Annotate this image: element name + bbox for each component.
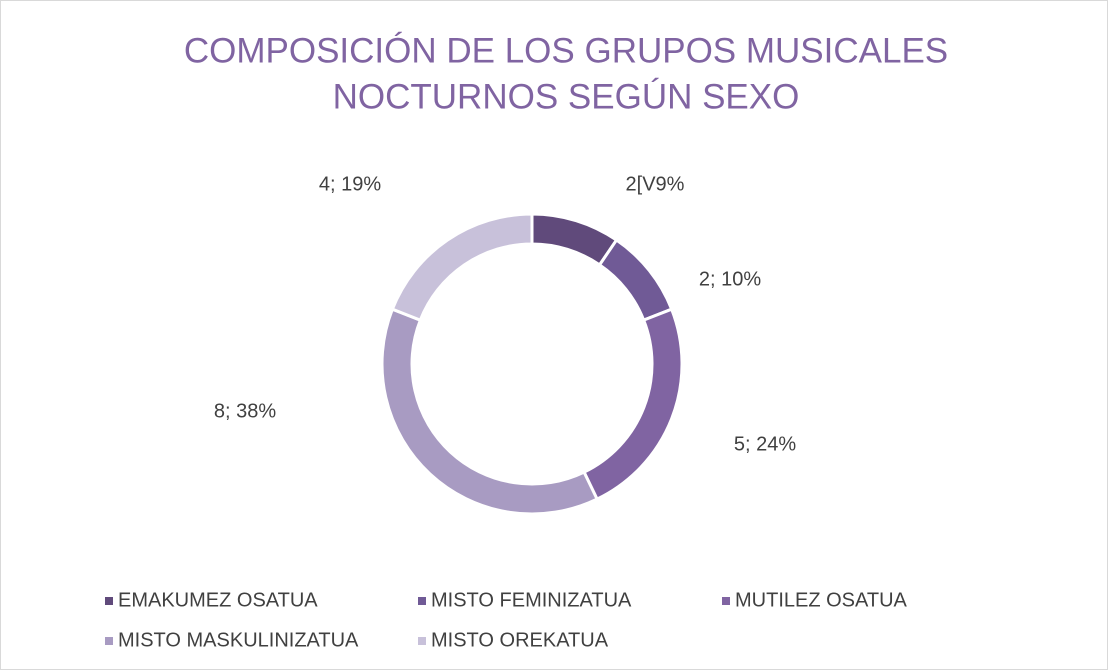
data-label: 8; 38% — [214, 400, 276, 422]
data-label: 2; 10% — [699, 268, 761, 290]
legend-label: EMAKUMEZ OSATUA — [118, 589, 318, 611]
legend-label: MISTO MASKULINIZATUA — [118, 629, 359, 651]
data-label: 5; 24% — [734, 433, 796, 455]
legend-marker — [105, 597, 113, 605]
legend-marker — [105, 637, 113, 645]
legend-label: MISTO FEMINIZATUA — [431, 589, 632, 611]
chart-title: COMPOSICIÓN DE LOS GRUPOS MUSICALES — [184, 31, 948, 70]
legend-label: MUTILEZ OSATUA — [735, 589, 908, 611]
data-label: 2[V9% — [626, 173, 685, 195]
legend-marker — [722, 597, 730, 605]
legend-label: MISTO OREKATUA — [431, 629, 609, 651]
donut-segment — [390, 212, 534, 323]
legend-marker — [418, 597, 426, 605]
data-label: 4; 19% — [319, 173, 381, 195]
legend-marker — [418, 637, 426, 645]
chart-title: NOCTURNOS SEGÚN SEXO — [333, 77, 800, 116]
